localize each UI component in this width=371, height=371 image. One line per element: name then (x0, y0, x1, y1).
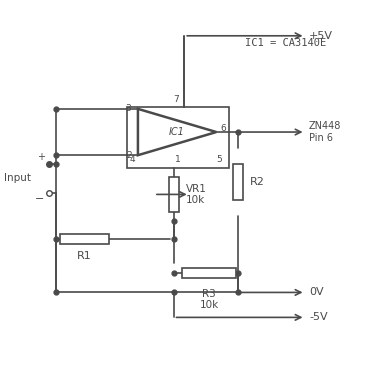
Text: 4: 4 (129, 155, 135, 164)
Text: +5V: +5V (309, 31, 333, 41)
Bar (168, 177, 178, 212)
Text: R3
10k: R3 10k (200, 289, 219, 311)
Text: −: − (35, 194, 45, 204)
Text: 0V: 0V (309, 288, 324, 298)
Bar (233, 164, 243, 200)
Text: 3: 3 (126, 104, 131, 114)
Bar (59, 234, 109, 244)
Text: Input: Input (4, 173, 31, 183)
Text: R2: R2 (250, 177, 265, 187)
Bar (183, 268, 236, 278)
Text: +: + (37, 152, 45, 162)
Text: 5: 5 (216, 155, 222, 164)
Text: 1: 1 (175, 155, 181, 164)
Text: 7: 7 (174, 95, 179, 104)
Text: R1: R1 (77, 252, 92, 262)
Polygon shape (138, 109, 216, 155)
Text: 2: 2 (126, 151, 131, 160)
Text: IC1 = CA3140E: IC1 = CA3140E (245, 38, 326, 48)
Text: VR1
10k: VR1 10k (186, 184, 207, 205)
Bar (127, 107, 229, 168)
Text: 6: 6 (221, 124, 226, 133)
Text: IC1: IC1 (169, 127, 185, 137)
Text: ZN448
Pin 6: ZN448 Pin 6 (309, 121, 341, 143)
Text: -5V: -5V (309, 312, 328, 322)
